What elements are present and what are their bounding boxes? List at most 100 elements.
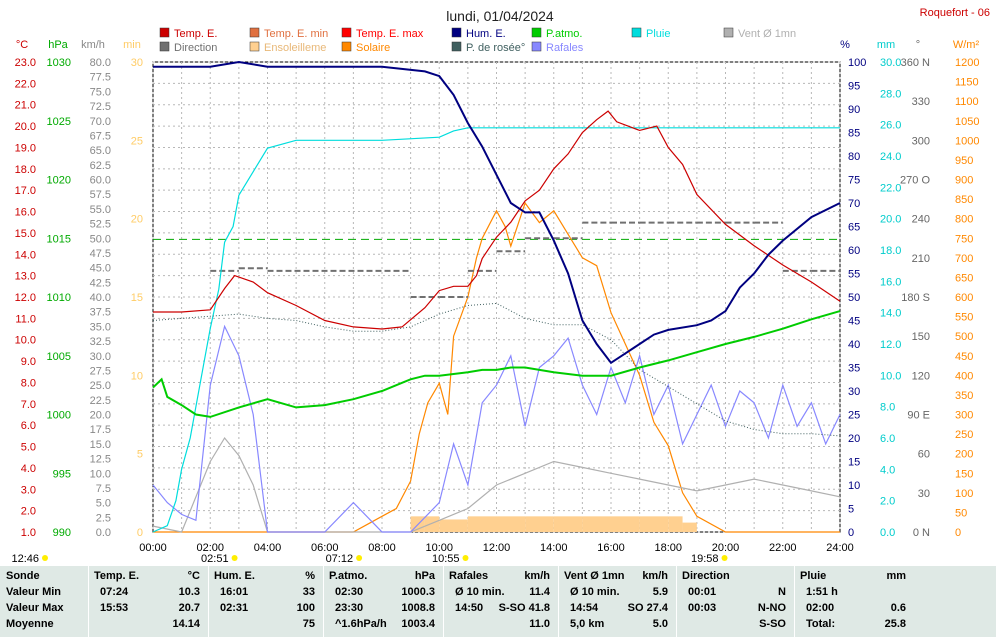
stats-cell-label: 5,0 km	[570, 618, 605, 630]
x-tick-label: 10:00	[425, 542, 453, 554]
legend-label: Solaire	[356, 42, 390, 54]
stats-cell-value: 0.6	[890, 602, 906, 614]
temp-tick-label: 2.0	[21, 506, 36, 518]
stats-cell-value: 33	[302, 586, 315, 598]
solar-tick-label: 550	[955, 312, 973, 324]
stats-column-title: Vent Ø 1mn	[564, 570, 625, 582]
stats-cell-value: 25.8	[884, 618, 906, 630]
pressure-tick-label: 1030	[47, 57, 71, 69]
humidity-tick-label: 100	[848, 57, 866, 69]
legend-label: Ensoleilleme	[264, 42, 326, 54]
solar-tick-label: 700	[955, 253, 973, 265]
solar-tick-label: 800	[955, 214, 973, 226]
sunshine-bar	[553, 516, 583, 532]
series-line-solaire	[153, 201, 840, 533]
stats-column-unit: mm	[886, 570, 906, 582]
stats-column-title: P.atmo.	[329, 570, 368, 582]
humidity-tick-label: 10	[848, 480, 860, 492]
temp-tick-label: 21.0	[15, 100, 36, 112]
solar-tick-label: 350	[955, 390, 973, 402]
x-tick-label: 22:00	[769, 542, 797, 554]
legend-label: Pluie	[646, 28, 670, 40]
direction-tick-label: 120	[912, 370, 930, 382]
x-tick-label: 20:00	[712, 542, 740, 554]
solar-tick-label: 1200	[955, 57, 979, 69]
stats-cell-label: 14:54	[570, 602, 599, 614]
solar-tick-label: 750	[955, 233, 973, 245]
pressure-tick-label: 1010	[47, 292, 71, 304]
wind-tick-label: 75.0	[90, 86, 111, 98]
stats-column: Sonde Valeur Min Valeur Max Moyenne	[0, 566, 88, 637]
stats-cell-value: 1003.4	[401, 618, 435, 630]
humidity-tick-label: 80	[848, 151, 860, 163]
wind-tick-label: 37.5	[90, 307, 111, 319]
wind-tick-label: 0.0	[96, 527, 111, 539]
stats-cell-label: Moyenne	[6, 618, 54, 630]
stats-cell-value: 5.0	[652, 618, 668, 630]
stats-column-unit: hPa	[414, 570, 435, 582]
axis-unit-label: min	[123, 39, 141, 51]
stats-cell-label: 02:30	[335, 586, 364, 598]
x-tick-label: 14:00	[540, 542, 568, 554]
stats-cell-label: 02:31	[220, 602, 249, 614]
series-line-pluie	[152, 127, 840, 533]
legend-swatch	[341, 41, 352, 52]
temp-tick-label: 16.0	[15, 207, 36, 219]
humidity-tick-label: 85	[848, 128, 860, 140]
stats-cell-value: 11.0	[529, 618, 550, 630]
legend-swatch	[451, 41, 462, 52]
solar-tick-label: 1000	[955, 135, 979, 147]
direction-tick-label: 240	[912, 214, 930, 226]
humidity-tick-label: 0	[848, 527, 854, 539]
humidity-tick-label: 40	[848, 339, 860, 351]
sunshine-bar	[682, 522, 697, 532]
direction-tick-label: 90 E	[907, 410, 930, 422]
legend-swatch	[249, 27, 260, 38]
legend-label: Vent Ø 1mn	[738, 28, 796, 40]
stats-column-unit: %	[305, 570, 315, 582]
stats-column: Hum. E.% 16:01 33 02:31 100 75	[208, 566, 323, 637]
stats-column-title: Pluie	[800, 570, 827, 582]
wind-tick-label: 30.0	[90, 351, 111, 363]
legend-label: Hum. E.	[466, 28, 506, 40]
legend-label: Temp. E. max	[356, 28, 424, 40]
stats-cell-label: Ø 10 min.	[570, 586, 620, 598]
humidity-tick-label: 30	[848, 386, 860, 398]
wind-tick-label: 22.5	[90, 395, 111, 407]
humidity-tick-label: 50	[848, 292, 860, 304]
pressure-tick-label: 1005	[47, 351, 71, 363]
x-tick-label: 16:00	[597, 542, 625, 554]
series-line-vent-1mn	[152, 436, 841, 533]
humidity-tick-label: 45	[848, 316, 860, 328]
stats-cell-value: S-SO 41.8	[498, 602, 550, 614]
rain-tick-label: 24.0	[880, 151, 901, 163]
stats-cell-label: 16:01	[220, 586, 249, 598]
sunshine-bar	[424, 516, 440, 532]
direction-tick-label: 0 N	[913, 527, 930, 539]
rain-tick-label: 18.0	[880, 245, 901, 257]
x-tick-label: 08:00	[368, 542, 396, 554]
stats-cell-value: 14.14	[172, 618, 200, 630]
series-line-rafales	[152, 324, 841, 533]
sun-marker-icon	[721, 555, 728, 561]
solar-tick-label: 450	[955, 351, 973, 363]
chart-title: lundi, 01/04/2024	[446, 8, 554, 24]
wind-tick-label: 60.0	[90, 175, 111, 187]
humidity-tick-label: 20	[848, 433, 860, 445]
wind-tick-label: 65.0	[90, 145, 111, 157]
temp-tick-label: 14.0	[15, 249, 36, 261]
legend-swatch	[723, 27, 734, 38]
solar-tick-label: 250	[955, 429, 973, 441]
stats-divider	[208, 566, 209, 637]
legend-label: P.atmo.	[546, 28, 583, 40]
stats-cell-value: 20.7	[178, 602, 200, 614]
humidity-tick-label: 65	[848, 222, 860, 234]
sun-tick-label: 25	[131, 135, 143, 147]
sun-tick-label: 5	[137, 449, 143, 461]
rain-tick-label: 6.0	[880, 433, 895, 445]
wind-tick-label: 32.5	[90, 336, 111, 348]
x-tick-label: 02:00	[196, 542, 224, 554]
rain-tick-label: 20.0	[880, 214, 901, 226]
stats-column: Rafales km/h Ø 10 min. 11.4 14:50 S-SO 41.8 11…	[443, 566, 558, 637]
temp-tick-label: 19.0	[15, 142, 36, 154]
